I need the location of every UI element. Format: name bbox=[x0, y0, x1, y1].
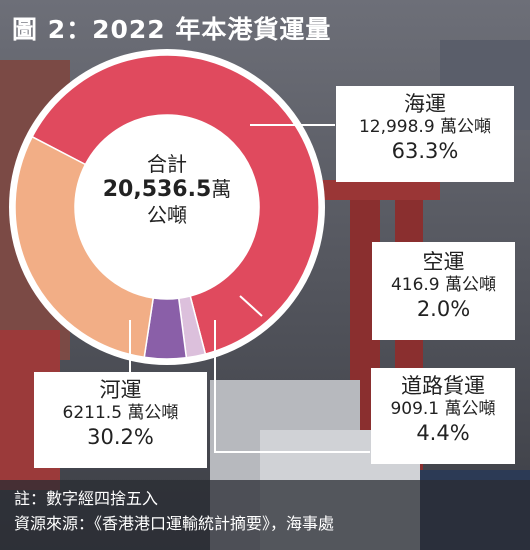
footnote-rounding: 註：數字經四捨五入 bbox=[14, 489, 159, 508]
total-unit-wan: 萬 bbox=[211, 177, 232, 201]
donut-center bbox=[88, 128, 246, 286]
label-sea-percent: 63.3% bbox=[391, 139, 459, 163]
leader-air bbox=[239, 295, 263, 317]
label-air-percent: 2.0% bbox=[416, 297, 471, 321]
label-road-percent: 4.4% bbox=[416, 421, 470, 445]
label-sea-value: 12,998.9 萬公噸 bbox=[358, 117, 492, 137]
label-air-name: 空運 bbox=[422, 250, 465, 274]
leader-road bbox=[214, 320, 370, 453]
label-river-name: 河運 bbox=[99, 378, 142, 402]
total-label: 合計 20,536.5萬 公噸 bbox=[92, 152, 242, 227]
label-sea: 海運 12,998.9 萬公噸 63.3% bbox=[336, 86, 514, 182]
label-river: 河運 6211.5 萬公噸 30.2% bbox=[34, 372, 207, 468]
footer-notes: 註：數字經四捨五入 資源來源：《香港港口運輸統計摘要》，海事處 bbox=[14, 486, 334, 536]
chart-title: 圖 2：2022 年本港貨運量 bbox=[12, 15, 332, 44]
label-air: 空運 416.9 萬公噸 2.0% bbox=[372, 242, 515, 340]
label-road: 道路貨運 909.1 萬公噸 4.4% bbox=[371, 368, 515, 464]
total-unit-tonnes: 公噸 bbox=[147, 203, 187, 227]
total-value: 20,536.5 bbox=[102, 177, 212, 202]
label-river-value: 6211.5 萬公噸 bbox=[62, 403, 179, 423]
label-river-percent: 30.2% bbox=[87, 425, 154, 449]
label-road-value: 909.1 萬公噸 bbox=[390, 399, 496, 419]
total-caption: 合計 bbox=[147, 152, 187, 176]
label-air-value: 416.9 萬公噸 bbox=[390, 275, 497, 295]
label-sea-name: 海運 bbox=[404, 92, 446, 116]
footnote-source: 資源來源：《香港港口運輸統計摘要》，海事處 bbox=[14, 514, 335, 533]
label-road-name: 道路貨運 bbox=[401, 374, 485, 398]
